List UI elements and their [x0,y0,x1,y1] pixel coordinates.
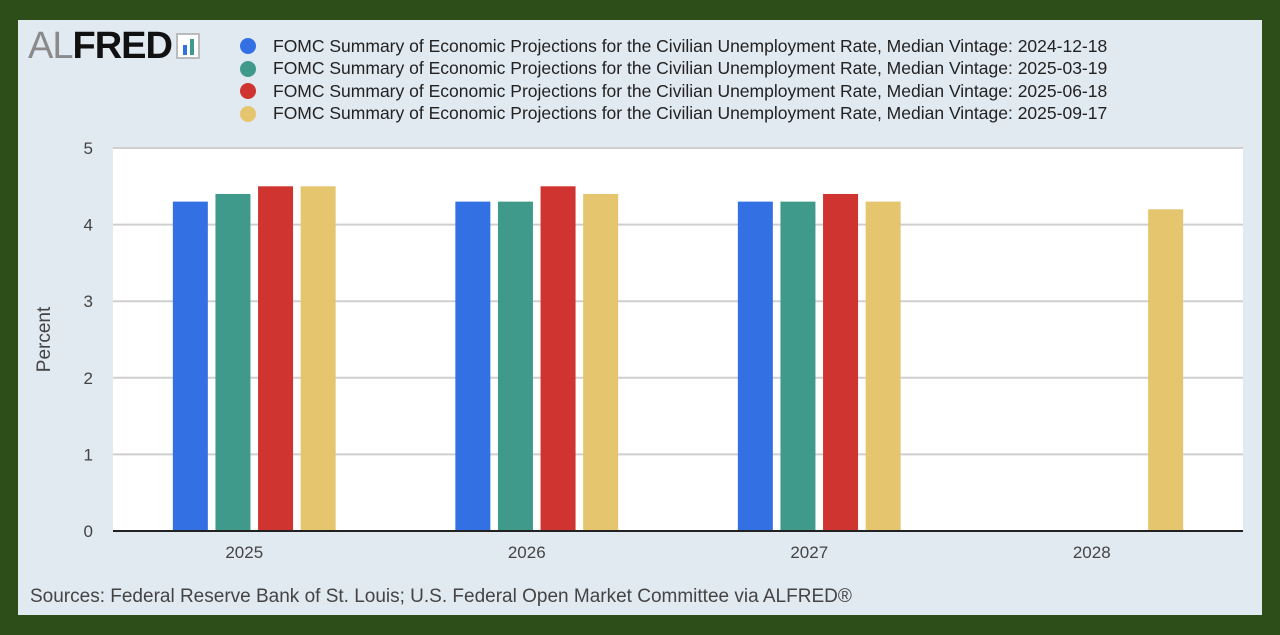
legend-label: FOMC Summary of Economic Projections for… [273,80,1108,101]
y-tick-label: 0 [84,522,93,541]
legend-item[interactable]: FOMC Summary of Economic Projections for… [240,103,1107,126]
bar [455,201,491,531]
bar [1148,209,1184,531]
bar [540,186,576,532]
legend-dot-icon [240,60,256,77]
logo-fred: FRED [72,24,172,67]
y-tick-label: 5 [84,139,93,158]
bar-chart: 0 1 2 3 4 5 Percent 2025 2026 2027 2028 [34,139,1243,562]
legend-item[interactable]: FOMC Summary of Economic Projections for… [240,80,1107,103]
legend-dot-icon [240,38,256,55]
chart-panel: AL FRED FOMC Summary of Economic Projecti… [18,20,1262,615]
y-tick-label: 1 [84,445,93,464]
y-tick-label: 4 [84,216,93,235]
x-tick-label: 2026 [508,543,546,562]
legend-item[interactable]: FOMC Summary of Economic Projections for… [240,58,1107,81]
x-tick-label: 2025 [225,543,263,562]
bar [737,201,773,531]
y-axis-label: Percent [34,306,55,372]
bar [300,186,336,532]
source-note: Sources: Federal Reserve Bank of St. Lou… [30,586,852,607]
legend-dot-icon [240,83,256,100]
x-tick-label: 2028 [1073,543,1111,562]
x-tick-label: 2027 [790,543,828,562]
y-tick-label: 2 [84,369,93,388]
logo-al: AL [28,24,73,67]
legend-item[interactable]: FOMC Summary of Economic Projections for… [240,35,1107,58]
alfred-logo[interactable]: AL FRED [28,24,200,67]
bar [780,201,816,531]
bar [823,193,859,531]
bar [172,201,208,531]
legend-label: FOMC Summary of Economic Projections for… [273,103,1108,124]
legend: FOMC Summary of Economic Projections for… [240,35,1107,125]
bar [215,193,251,531]
chart-logo-icon [175,33,200,59]
legend-label: FOMC Summary of Economic Projections for… [273,35,1108,56]
bar [258,186,294,532]
bar [497,201,533,531]
bar [865,201,901,531]
bar [583,193,619,531]
legend-label: FOMC Summary of Economic Projections for… [273,58,1108,79]
legend-dot-icon [240,105,256,122]
y-tick-label: 3 [84,292,93,311]
